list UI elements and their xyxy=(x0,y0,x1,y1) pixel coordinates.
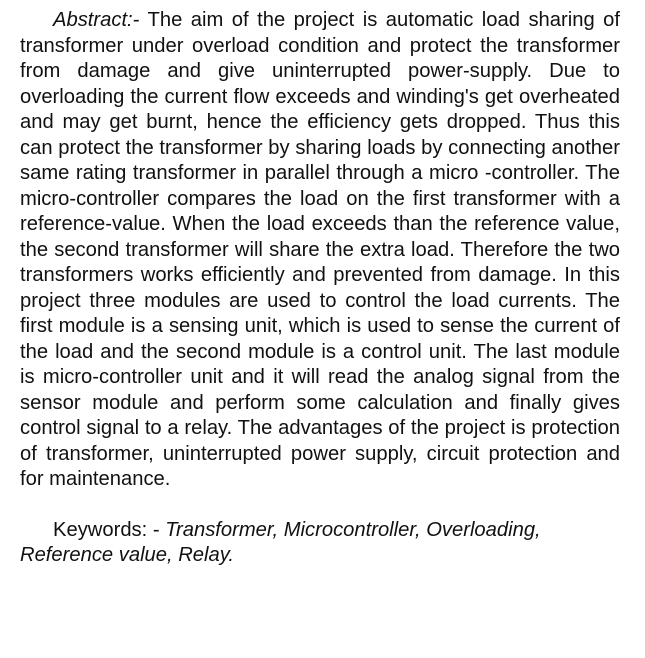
abstract-heading: Abstract:- xyxy=(53,9,140,31)
keywords-paragraph: Keywords: - Transformer, Microcontroller… xyxy=(20,518,620,569)
abstract-body: The aim of the project is automatic load… xyxy=(20,9,620,490)
paper-page: Abstract:- The aim of the project is aut… xyxy=(20,8,620,569)
abstract-paragraph: Abstract:- The aim of the project is aut… xyxy=(20,8,620,493)
keywords-label: Keywords: - xyxy=(53,518,160,541)
keywords-terms: Transformer, Microcontroller, Overloadin… xyxy=(20,518,541,567)
